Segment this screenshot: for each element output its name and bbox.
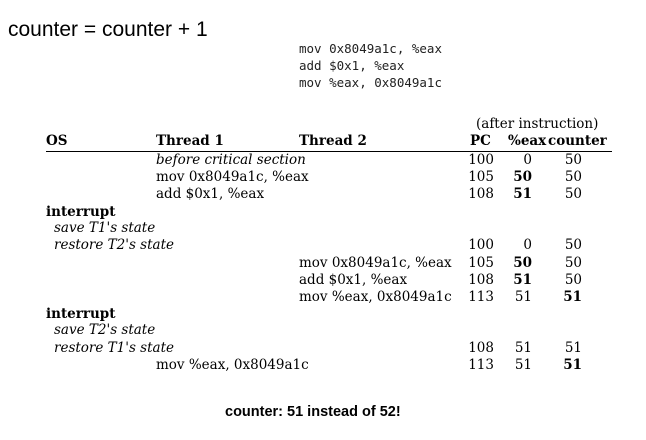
header-rule: [46, 151, 612, 152]
eax-cell: 50: [513, 255, 532, 271]
result-caption: counter: 51 instead of 52!: [225, 404, 401, 420]
code-line: add $0x1, %eax: [299, 58, 405, 73]
counter-cell: 51: [564, 340, 582, 356]
eax-cell: 51: [513, 272, 532, 288]
header-thread2: Thread 2: [299, 133, 367, 149]
os-interrupt: interrupt: [46, 204, 116, 220]
os-save-state: save T2's state: [54, 322, 156, 338]
eax-cell: 51: [513, 186, 532, 202]
eax-cell: 51: [514, 340, 532, 356]
thread2-cell: add $0x1, %eax: [299, 272, 408, 288]
header-pc: PC: [470, 133, 491, 149]
pc-cell: 105: [468, 255, 494, 271]
pc-cell: 100: [468, 237, 494, 253]
pc-cell: 108: [468, 272, 494, 288]
pc-cell: 105: [468, 169, 494, 185]
os-restore-state: restore T2's state: [54, 237, 174, 253]
os-interrupt: interrupt: [46, 306, 116, 322]
pc-cell: 113: [468, 357, 494, 373]
pc-cell: 100: [468, 152, 494, 168]
eax-cell: 51: [514, 357, 532, 373]
pc-cell: 108: [468, 186, 494, 202]
thread1-cell: before critical section: [156, 152, 306, 168]
pc-cell: 108: [468, 340, 494, 356]
header-os: OS: [46, 133, 68, 149]
code-line: mov %eax, 0x8049a1c: [299, 75, 442, 90]
eax-cell: 51: [514, 289, 532, 305]
thread1-cell: mov 0x8049a1c, %eax: [156, 169, 309, 185]
counter-cell: 50: [564, 152, 582, 168]
os-save-state: save T1's state: [54, 220, 156, 236]
eax-cell: 50: [513, 169, 532, 185]
code-line: mov 0x8049a1c, %eax: [299, 41, 442, 56]
thread1-cell: mov %eax, 0x8049a1c: [156, 357, 309, 373]
thread1-cell: add $0x1, %eax: [156, 186, 265, 202]
header-counter: counter: [548, 133, 607, 149]
after-instruction-note: (after instruction): [476, 116, 599, 132]
counter-cell: 51: [563, 289, 582, 305]
thread2-cell: mov %eax, 0x8049a1c: [299, 289, 452, 305]
counter-cell: 50: [564, 186, 582, 202]
thread2-cell: mov 0x8049a1c, %eax: [299, 255, 452, 271]
counter-cell: 50: [564, 169, 582, 185]
counter-cell: 50: [564, 255, 582, 271]
page-title: counter = counter + 1: [8, 18, 208, 41]
header-thread1: Thread 1: [156, 133, 224, 149]
counter-cell: 50: [564, 272, 582, 288]
counter-cell: 51: [563, 357, 582, 373]
os-restore-state: restore T1's state: [54, 340, 174, 356]
eax-cell: 0: [523, 152, 532, 168]
header-eax: %eax: [508, 133, 547, 149]
eax-cell: 0: [523, 237, 532, 253]
counter-cell: 50: [564, 237, 582, 253]
pc-cell: 113: [468, 289, 494, 305]
